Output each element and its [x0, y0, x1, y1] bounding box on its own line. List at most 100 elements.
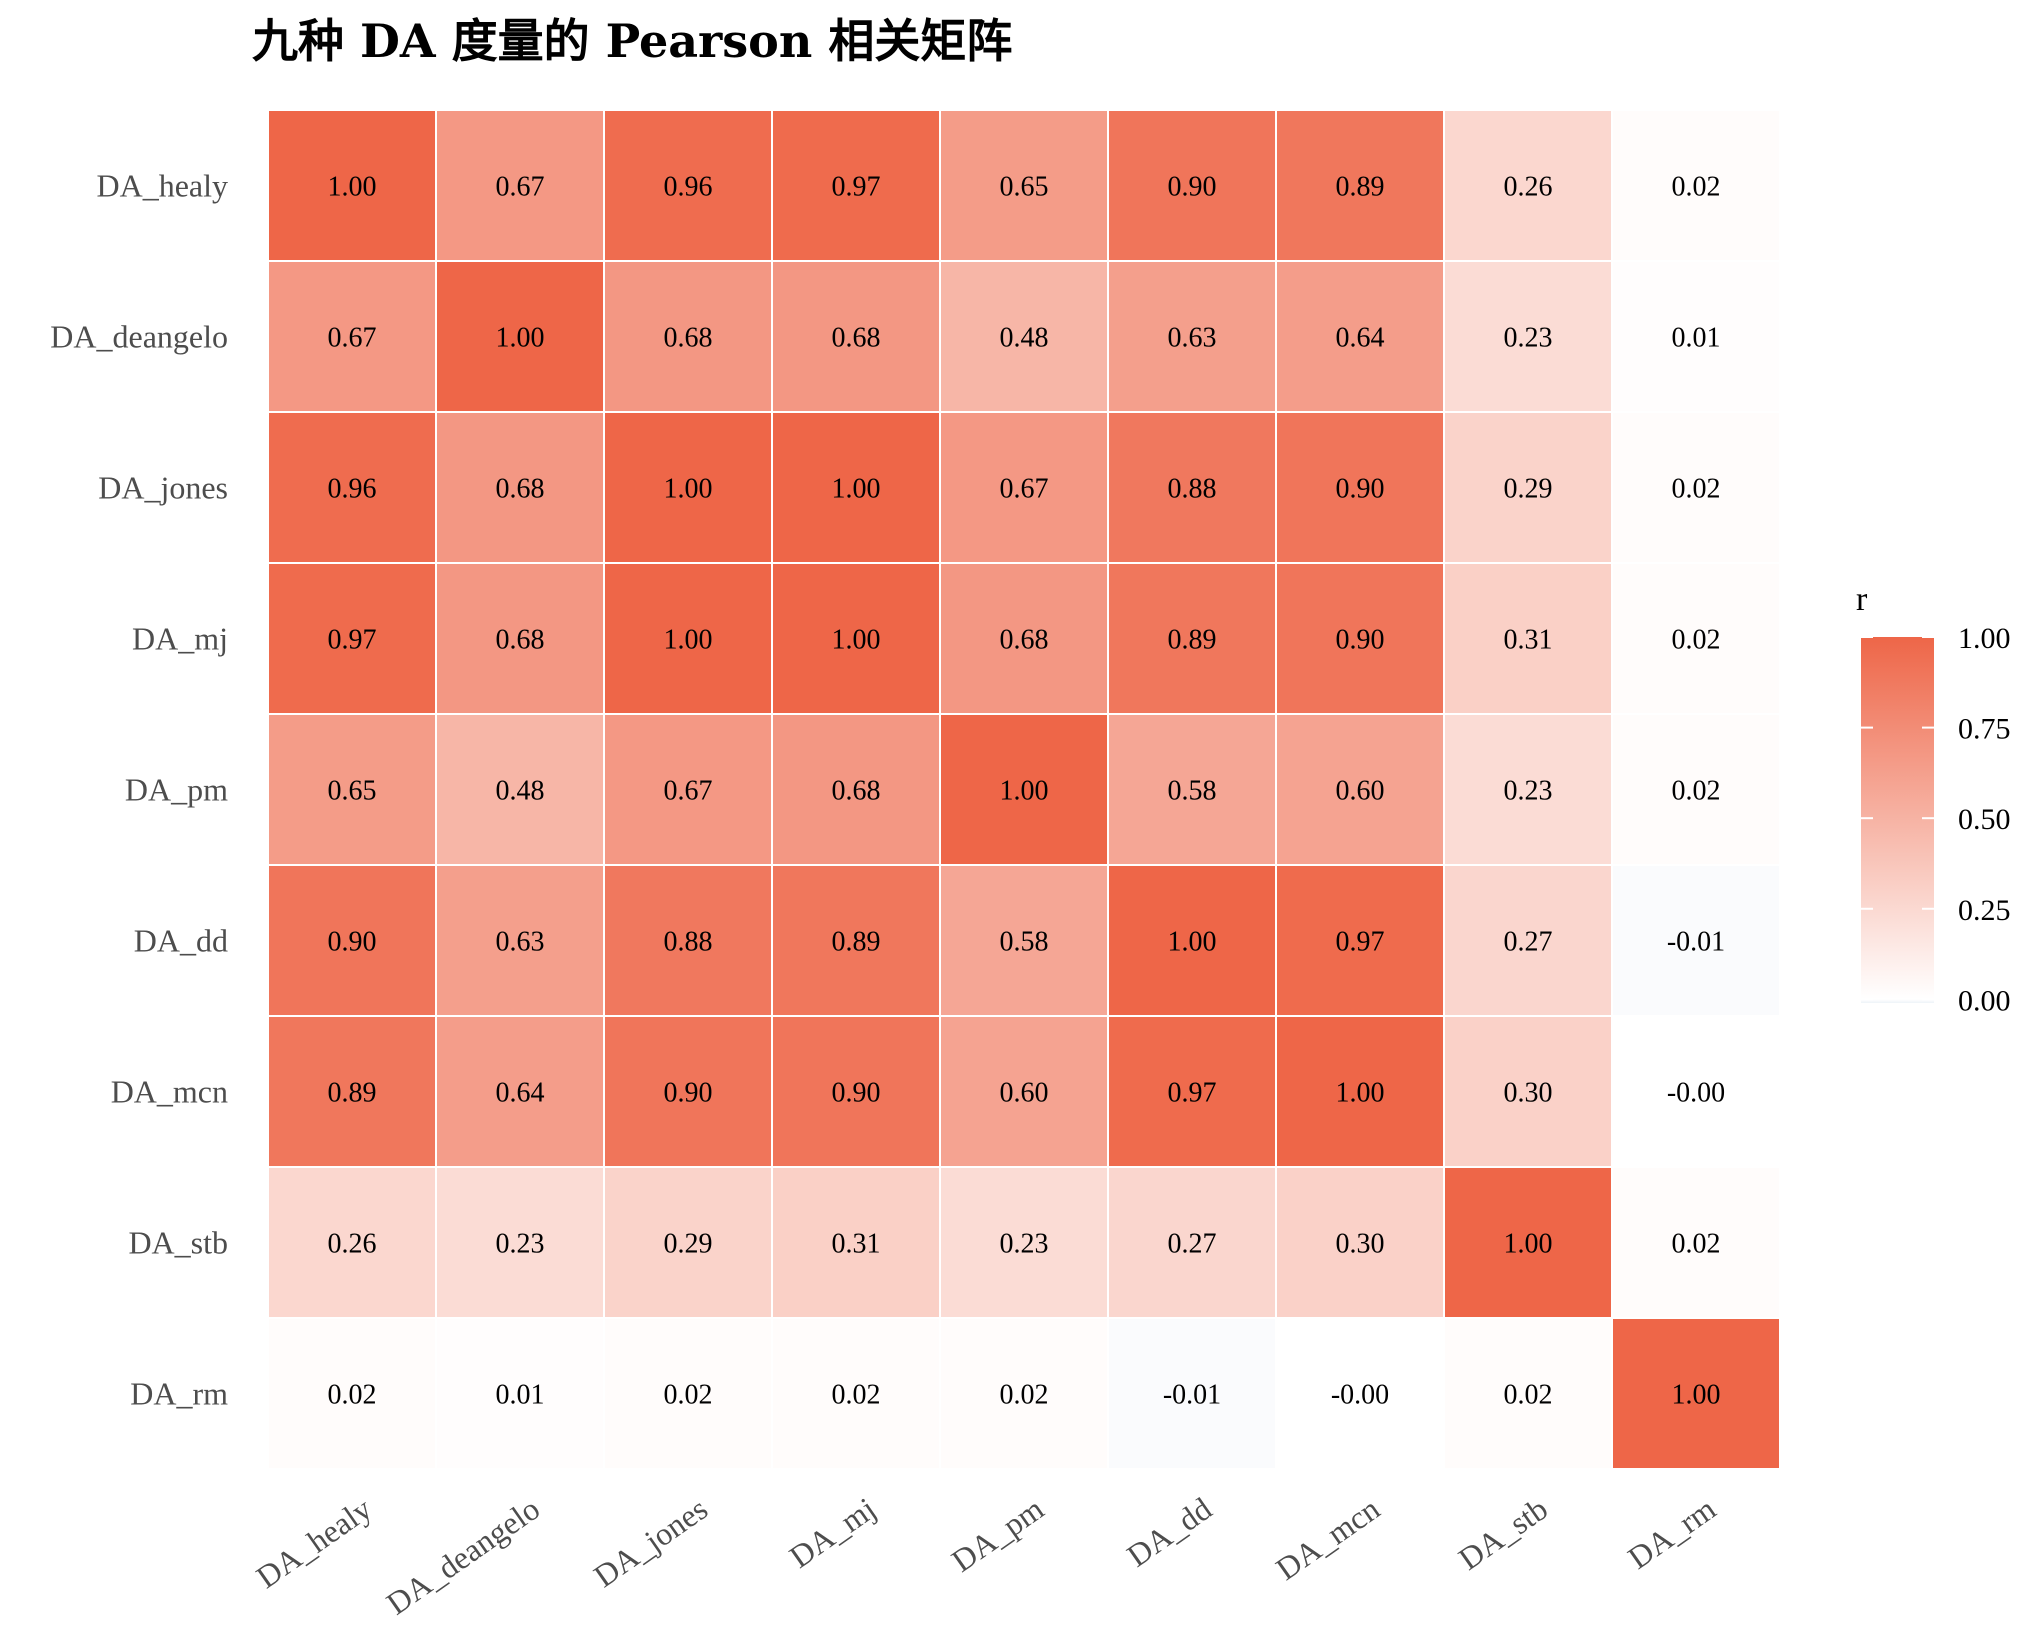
heatmap-cell	[1611, 562, 1781, 715]
heatmap-cell	[603, 109, 773, 262]
cell-value-label: 0.89	[1168, 625, 1217, 656]
cell-value-label: -0.01	[1667, 927, 1725, 958]
cell-value-label: 0.23	[1000, 1229, 1049, 1260]
y-axis-tick-labels: DA_healy DA_deangelo DA_jones DA_mj DA_pm DA_…	[50, 168, 228, 1412]
heatmap-cell	[435, 411, 605, 564]
cell-value-label: 0.96	[664, 172, 713, 203]
x-tick-label: DA_deangelo	[380, 1490, 546, 1621]
y-tick-label: DA_deangelo	[50, 319, 228, 355]
legend-tick-label: 0.50	[1958, 803, 2011, 836]
heatmap-cell	[1107, 1166, 1277, 1319]
heatmap-cell	[267, 864, 437, 1017]
cell-value-label: 0.02	[1672, 172, 1721, 203]
heatmap-cell	[1611, 260, 1781, 413]
cell-value-label: 0.02	[832, 1380, 881, 1411]
cell-value-label: 0.02	[1672, 1229, 1721, 1260]
heatmap-cell	[267, 562, 437, 715]
cell-value-label: 0.89	[328, 1078, 377, 1109]
cell-value-label: 0.02	[664, 1380, 713, 1411]
heatmap-cell	[603, 864, 773, 1017]
cell-value-label: 1.00	[1672, 1380, 1721, 1411]
cell-value-label: 0.23	[496, 1229, 545, 1260]
heatmap-cell	[771, 562, 941, 715]
cell-value-label: 0.67	[1000, 474, 1049, 505]
heatmap-cell	[1443, 260, 1613, 413]
heatmap-cell	[1107, 713, 1277, 866]
heatmap-cell	[435, 109, 605, 262]
heatmap-cell	[603, 260, 773, 413]
cell-value-label: 0.29	[664, 1229, 713, 1260]
cell-value-label: 0.01	[1672, 323, 1721, 354]
cell-value-label: 0.89	[1336, 172, 1385, 203]
cell-value-label: 0.97	[832, 172, 881, 203]
legend-ticks: 1.00 0.75 0.50 0.25 0.00	[1861, 622, 2011, 1017]
cell-value-label: 0.23	[1504, 776, 1553, 807]
y-tick-label: DA_mcn	[111, 1074, 228, 1110]
legend-tick-label: 0.00	[1958, 984, 2011, 1017]
cell-value-label: 0.90	[1336, 474, 1385, 505]
x-tick-label: DA_jones	[587, 1490, 714, 1594]
cell-value-label: 1.00	[328, 172, 377, 203]
heatmap-cell	[771, 1166, 941, 1319]
y-tick-label: DA_healy	[96, 168, 228, 204]
cell-value-label: 0.97	[1336, 927, 1385, 958]
heatmap-cell	[771, 109, 941, 262]
cell-value-label: 0.31	[832, 1229, 881, 1260]
heatmap-cell	[1443, 562, 1613, 715]
heatmap-cell	[435, 713, 605, 866]
cell-value-label: 0.60	[1000, 1078, 1049, 1109]
heatmap-cell	[267, 713, 437, 866]
y-tick-label: DA_stb	[128, 1225, 228, 1261]
heatmap-cell	[1611, 1317, 1781, 1470]
y-tick-label: DA_pm	[125, 772, 228, 808]
cell-value-label: 0.01	[496, 1380, 545, 1411]
cell-value-label: 0.30	[1504, 1078, 1553, 1109]
cell-value-label: 1.00	[1504, 1229, 1553, 1260]
cell-value-label: 0.48	[496, 776, 545, 807]
heatmap-cell	[1275, 260, 1445, 413]
cell-value-label: 0.65	[1000, 172, 1049, 203]
cell-value-label: 1.00	[1000, 776, 1049, 807]
cell-value-label: 0.88	[664, 927, 713, 958]
heatmap-cell	[435, 1317, 605, 1470]
y-tick-label: DA_mj	[132, 621, 228, 657]
heatmap-cell	[939, 109, 1109, 262]
heatmap-cell	[939, 1166, 1109, 1319]
heatmap-cell	[771, 1317, 941, 1470]
y-tick-label: DA_rm	[130, 1376, 228, 1412]
cell-value-label: 0.27	[1168, 1229, 1217, 1260]
cell-value-label: 0.67	[328, 323, 377, 354]
x-axis-tick-labels: DA_healy DA_deangelo DA_jones DA_mj DA_pm DA_…	[250, 1490, 1722, 1621]
heatmap-cell	[1107, 109, 1277, 262]
heatmap-cell	[1275, 713, 1445, 866]
cell-value-label: 0.02	[1000, 1380, 1049, 1411]
cell-value-label: 0.65	[328, 776, 377, 807]
legend-title: r	[1856, 581, 1868, 618]
cell-value-label: 0.89	[832, 927, 881, 958]
x-tick-label: DA_stb	[1452, 1490, 1554, 1577]
heatmap-cell	[267, 411, 437, 564]
heatmap-cell	[1275, 1317, 1445, 1470]
heatmap-cell	[435, 1015, 605, 1168]
cell-value-label: 0.88	[1168, 474, 1217, 505]
y-tick-label: DA_jones	[98, 470, 228, 506]
cell-value-label: 0.27	[1504, 927, 1553, 958]
heatmap-cell	[939, 1317, 1109, 1470]
cell-value-label: 0.02	[1672, 776, 1721, 807]
heatmap-cell	[771, 260, 941, 413]
heatmap-cell	[603, 1166, 773, 1319]
cell-value-label: 0.96	[328, 474, 377, 505]
cell-value-label: 0.26	[1504, 172, 1553, 203]
heatmap-cell	[939, 1015, 1109, 1168]
cell-value-label: 0.58	[1000, 927, 1049, 958]
heatmap-cell	[1443, 109, 1613, 262]
heatmap-cell	[939, 864, 1109, 1017]
heatmap-cell	[1443, 864, 1613, 1017]
cell-value-label: -0.01	[1163, 1380, 1221, 1411]
heatmap-cell	[435, 562, 605, 715]
cell-value-label: 0.90	[1336, 625, 1385, 656]
cell-value-label: 1.00	[664, 474, 713, 505]
cell-value-label: 1.00	[496, 323, 545, 354]
legend-tick-label: 1.00	[1958, 622, 2011, 655]
